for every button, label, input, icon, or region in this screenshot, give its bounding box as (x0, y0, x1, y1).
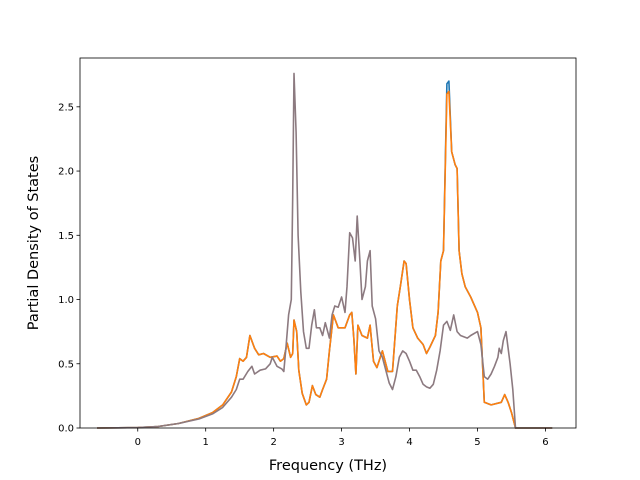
y-tick-label: 2.5 (58, 102, 74, 113)
x-tick-label: 3 (338, 437, 344, 448)
series-line-2 (96, 72, 553, 429)
x-tick-label: 0 (135, 437, 141, 448)
y-tick-label: 1.5 (58, 231, 74, 242)
x-tick-label: 6 (542, 437, 548, 448)
plot-lines (96, 72, 553, 429)
y-tick-label: 1.0 (58, 295, 74, 306)
x-tick-label: 4 (406, 437, 412, 448)
x-tick-label: 5 (474, 437, 480, 448)
y-axis-ticks: 0.0 0.5 1.0 1.5 2.0 2.5 (58, 102, 80, 435)
x-tick-label: 1 (203, 437, 209, 448)
x-axis-ticks: 0 1 2 3 4 5 6 (135, 428, 549, 448)
y-axis-label: Partial Density of States (26, 156, 42, 330)
y-tick-label: 0.5 (58, 359, 74, 370)
y-tick-label: 2.0 (58, 167, 74, 178)
plot-area-frame (79, 57, 577, 429)
x-axis-label: Frequency (THz) (269, 458, 387, 474)
series-line-1 (96, 90, 553, 429)
x-tick-label: 2 (270, 437, 276, 448)
y-tick-label: 0.0 (58, 424, 74, 435)
